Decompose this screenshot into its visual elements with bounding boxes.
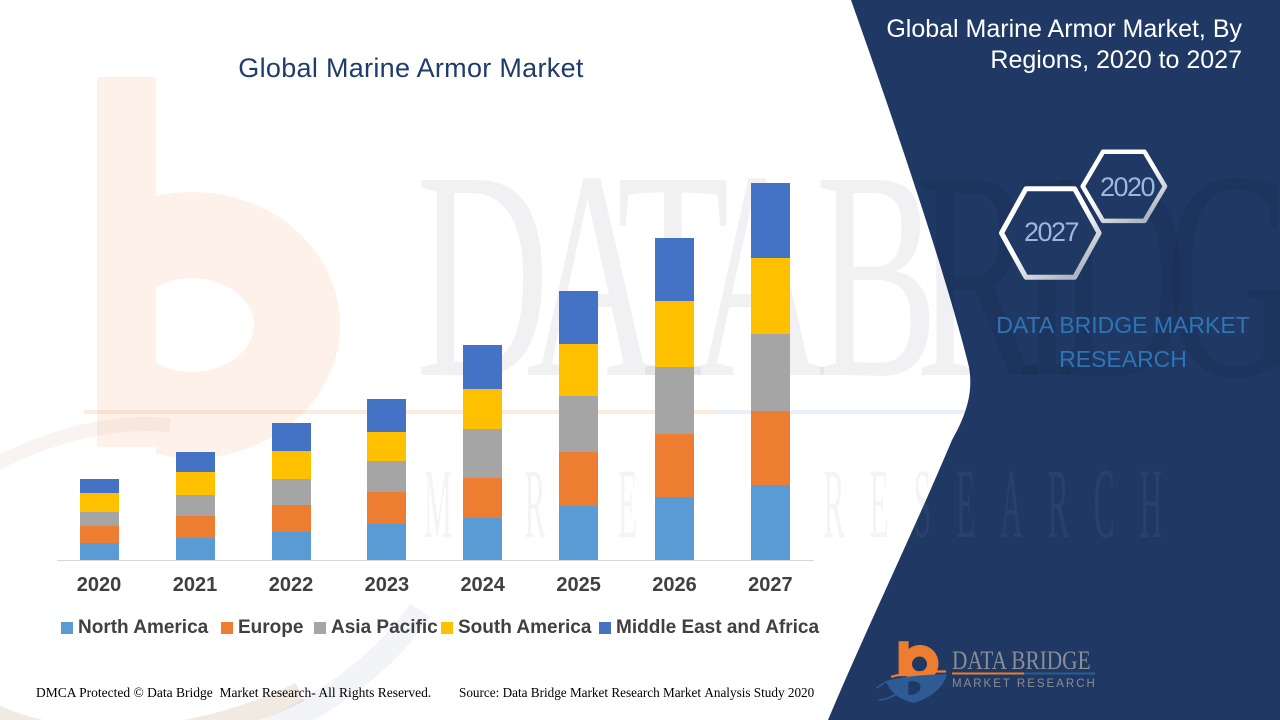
svg-text:MARKET RESEARCH: MARKET RESEARCH [952,678,1097,690]
svg-text:DATA BRIDGE: DATA BRIDGE [952,647,1091,675]
